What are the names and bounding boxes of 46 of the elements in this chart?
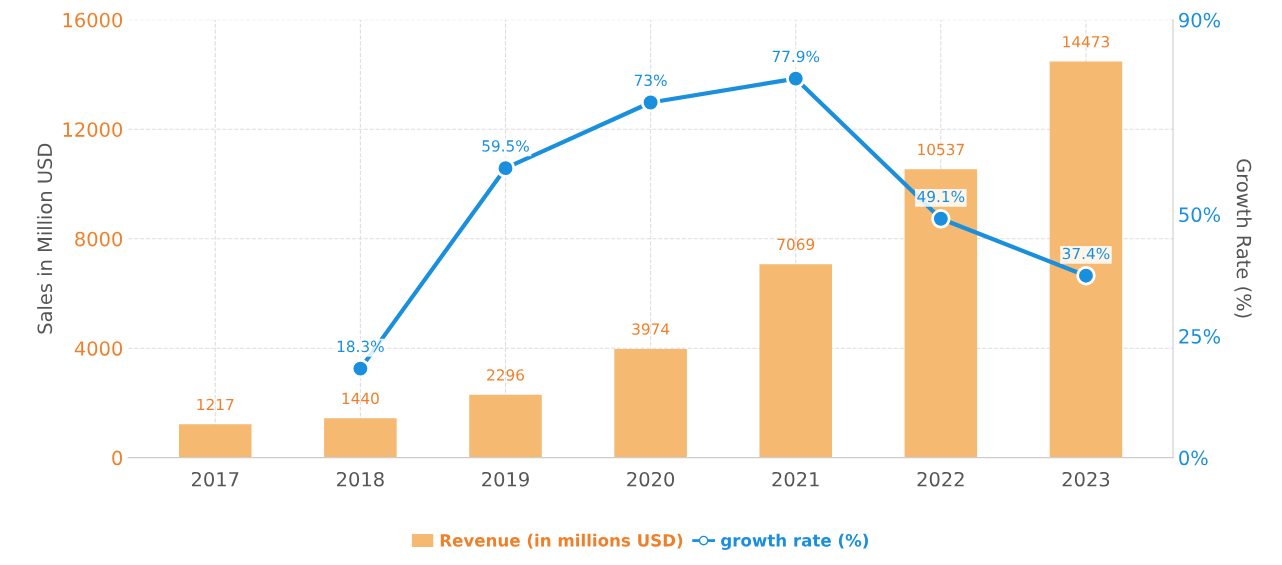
x-tick-label: 2019 xyxy=(482,471,529,487)
bar xyxy=(469,394,542,458)
data-label: 2296 xyxy=(487,369,524,381)
point xyxy=(640,92,661,113)
y-tick-label: 8000 xyxy=(75,231,123,247)
data-label: 73% xyxy=(634,74,667,87)
x-tick-label: 2021 xyxy=(772,471,819,487)
point xyxy=(931,209,951,229)
data-label: 3974 xyxy=(632,323,670,335)
data-label: 10537 xyxy=(918,143,964,156)
legend-label: growth rate (%) xyxy=(721,533,868,550)
data-label: 49.1% xyxy=(917,190,965,203)
data-label: 59.5% xyxy=(482,140,529,152)
x-tick-label: 2017 xyxy=(191,471,239,487)
data-label: 14473 xyxy=(1063,35,1110,48)
point xyxy=(350,358,371,379)
bar xyxy=(904,169,978,458)
point xyxy=(786,68,806,89)
x-tick-label: 2022 xyxy=(917,471,964,487)
bar xyxy=(614,348,687,458)
y-tick-label: 12000 xyxy=(63,122,123,137)
data-label: 77.9% xyxy=(772,50,820,63)
y2-tick-label: 50% xyxy=(1179,207,1221,223)
x-tick-label: 2023 xyxy=(1062,471,1110,487)
data-label: 1217 xyxy=(197,398,234,411)
bar xyxy=(324,418,397,458)
legend-label: Revenue (in millions USD) xyxy=(440,533,683,549)
y-axis-title: Sales in Million USD xyxy=(37,143,53,334)
point xyxy=(1076,265,1096,286)
y2-tick-label: 0% xyxy=(1179,450,1208,466)
x-tick-label: 2020 xyxy=(627,471,675,487)
x-tick-label: 2018 xyxy=(337,471,384,487)
y-tick-label: 16000 xyxy=(63,12,123,28)
data-label: 37.4% xyxy=(1062,247,1110,260)
data-label: 18.3% xyxy=(337,340,384,353)
data-label: 7069 xyxy=(777,238,815,251)
y-tick-label: 4000 xyxy=(74,341,123,356)
point xyxy=(495,158,516,178)
y-tick-label: 0 xyxy=(112,450,123,466)
bar xyxy=(1049,61,1123,458)
bar xyxy=(178,424,252,458)
y2-tick-label: 25% xyxy=(1179,328,1221,344)
y2-tick-label: 90% xyxy=(1179,12,1221,28)
bar xyxy=(759,264,833,458)
y2-axis-title: Growth Rate (%) xyxy=(1234,159,1252,318)
data-label: 1440 xyxy=(342,392,379,405)
